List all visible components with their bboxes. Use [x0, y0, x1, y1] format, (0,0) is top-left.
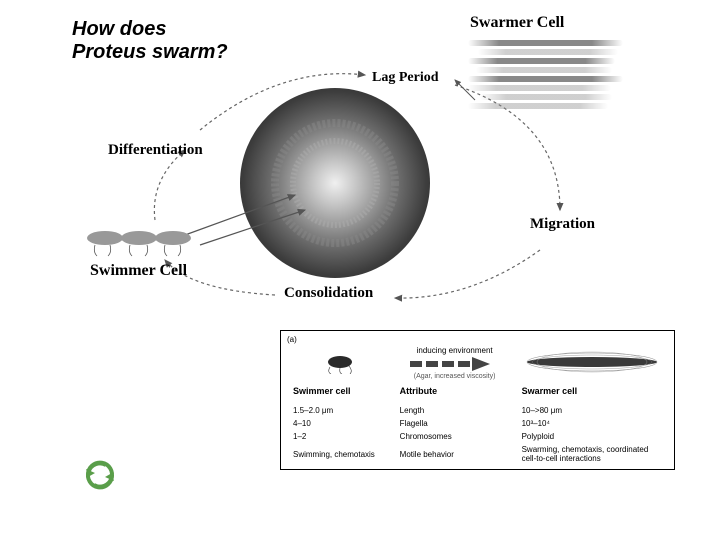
swarmer-row: [478, 49, 618, 55]
swimmer-cell-illustration: [75, 218, 205, 258]
inducing-env-sub: (Agar, increased viscosity): [400, 373, 510, 380]
table-row: 1.5–2.0 μm Length 10–>80 μm: [287, 398, 668, 417]
swarmer-row: [468, 85, 611, 91]
swarmer-cell-stack: [468, 40, 623, 112]
th-swarmer: Swarmer cell: [516, 382, 668, 398]
cell-attr: Flagella: [394, 417, 516, 430]
table-row: Swimming, chemotaxis Motile behavior Swa…: [287, 443, 668, 465]
inducing-arrow-icon: [410, 357, 500, 371]
comparison-table: (a) inducing environment: [280, 330, 675, 470]
cell-swimmer: 1–2: [287, 430, 394, 443]
cell-swarmer: 10³–10⁴: [516, 417, 668, 430]
swarmer-row: [468, 76, 623, 82]
cell-attr: Motile behavior: [394, 443, 516, 465]
cell-swimmer: Swimming, chemotaxis: [287, 443, 394, 465]
swarmer-cell-icon: [522, 350, 662, 374]
cell-swarmer: Polyploid: [516, 430, 668, 443]
cell-attr: Length: [394, 398, 516, 417]
inducing-env-label: inducing environment: [400, 346, 510, 357]
th-attribute: Attribute: [394, 382, 516, 398]
label-swarmer-cell: Swarmer Cell: [470, 14, 564, 32]
label-migration: Migration: [530, 216, 595, 233]
cell-swarmer: Swarming, chemotaxis, coordinated cell-t…: [516, 443, 668, 465]
swarmer-row: [468, 58, 615, 64]
label-consolidation: Consolidation: [284, 285, 373, 302]
cell-swimmer: 4–10: [287, 417, 394, 430]
label-swimmer-cell: Swimmer Cell: [90, 262, 187, 280]
swarmer-row: [468, 40, 623, 46]
swarmer-row: [480, 94, 612, 100]
table-row: 1–2 Chromosomes Polyploid: [287, 430, 668, 443]
recycle-icon: [80, 455, 120, 495]
label-lag-period: Lag Period: [372, 70, 439, 86]
cell-swarmer: 10–>80 μm: [516, 398, 668, 417]
panel-label: (a): [287, 335, 668, 344]
swarmer-row: [476, 67, 612, 73]
cell-swimmer: 1.5–2.0 μm: [287, 398, 394, 417]
cell-attr: Chromosomes: [394, 430, 516, 443]
table-row: 4–10 Flagella 10³–10⁴: [287, 417, 668, 430]
swarmer-row: [468, 103, 608, 109]
th-swimmer: Swimmer cell: [287, 382, 394, 398]
label-differentiation: Differentiation: [108, 142, 203, 159]
swimmer-cell-icon: [315, 350, 365, 374]
